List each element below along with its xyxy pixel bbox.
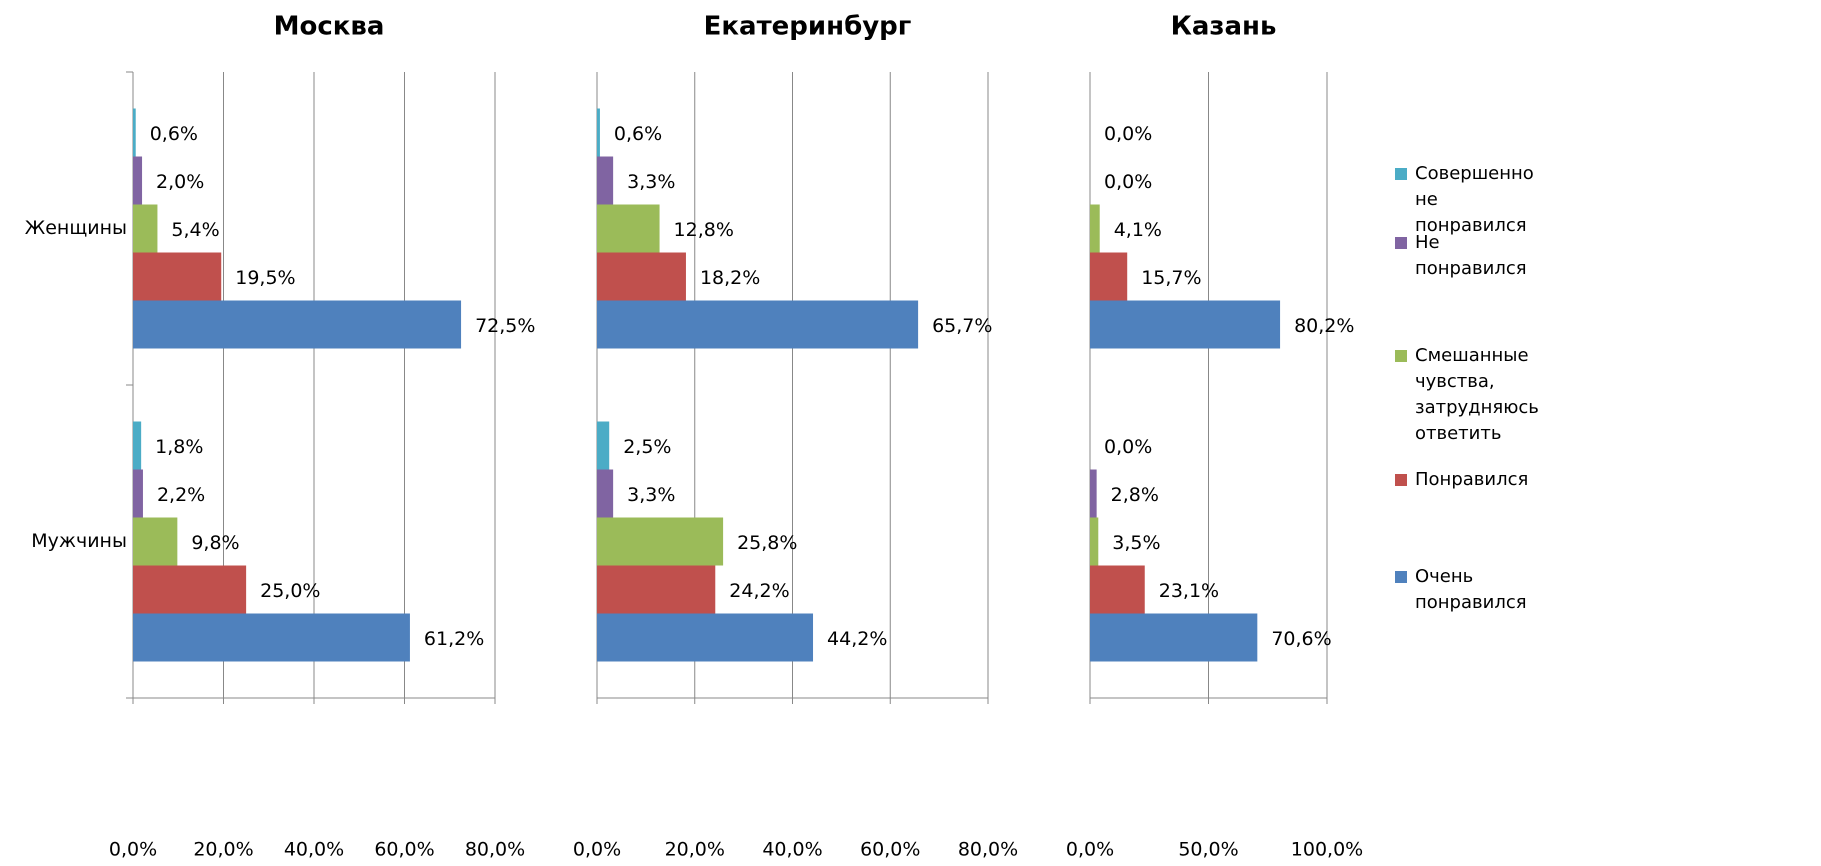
- data-label: 0,6%: [150, 123, 198, 145]
- legend-label: Смешанные чувства, затрудняюсь ответить: [1415, 345, 1539, 444]
- bar: [597, 469, 614, 518]
- bar: [597, 517, 724, 566]
- bar: [597, 156, 614, 205]
- data-label: 23,1%: [1159, 580, 1219, 602]
- legend-entry: Смешанные чувства, затрудняюсь ответить: [1395, 343, 1555, 447]
- bar: [133, 300, 462, 349]
- data-label: 3,3%: [627, 171, 675, 193]
- data-label: 24,2%: [729, 580, 789, 602]
- x-tick-label: 0,0%: [109, 839, 157, 861]
- data-label: 44,2%: [827, 628, 887, 650]
- x-tick-label: 20,0%: [665, 839, 725, 861]
- x-tick-label: 40,0%: [284, 839, 344, 861]
- legend-label: Понравился: [1415, 469, 1529, 490]
- bar: [597, 204, 660, 253]
- legend-swatch: [1395, 168, 1407, 180]
- bar: [597, 565, 716, 614]
- data-label: 80,2%: [1294, 315, 1354, 337]
- bar: [133, 108, 136, 157]
- data-label: 61,2%: [424, 628, 484, 650]
- data-label: 2,0%: [156, 171, 204, 193]
- bar: [133, 469, 143, 518]
- bar: [133, 613, 410, 662]
- legend-swatch: [1395, 350, 1407, 362]
- legend-label: Не понравился: [1415, 232, 1527, 279]
- bar: [1090, 204, 1100, 253]
- data-label: 2,5%: [623, 436, 671, 458]
- chart-title: Екатеринбург: [704, 12, 912, 42]
- data-label: 18,2%: [700, 267, 760, 289]
- legend-entry: Очень понравился: [1395, 564, 1555, 616]
- data-label: 25,8%: [737, 532, 797, 554]
- legend-entry: Не понравился: [1395, 230, 1555, 282]
- x-tick-label: 50,0%: [1178, 839, 1238, 861]
- data-label: 70,6%: [1271, 628, 1331, 650]
- data-label: 25,0%: [260, 580, 320, 602]
- legend-label: Совершенно не понравился: [1415, 163, 1534, 236]
- y-tick-label: Мужчины: [31, 530, 127, 552]
- data-label: 2,8%: [1111, 484, 1159, 506]
- x-tick-label: 20,0%: [193, 839, 253, 861]
- data-label: 4,1%: [1114, 219, 1162, 241]
- bar: [597, 421, 610, 470]
- data-label: 15,7%: [1141, 267, 1201, 289]
- data-label: 3,5%: [1112, 532, 1160, 554]
- data-label: 3,3%: [627, 484, 675, 506]
- data-label: 1,8%: [155, 436, 203, 458]
- x-tick-label: 100,0%: [1291, 839, 1363, 861]
- legend-entry: Совершенно не понравился: [1395, 161, 1555, 239]
- data-label: 19,5%: [235, 267, 295, 289]
- bar: [133, 517, 178, 566]
- bar: [1090, 517, 1099, 566]
- bar: [597, 300, 919, 349]
- x-tick-label: 0,0%: [573, 839, 621, 861]
- bar: [597, 613, 814, 662]
- bar: [133, 421, 142, 470]
- x-tick-label: 40,0%: [762, 839, 822, 861]
- data-label: 0,6%: [614, 123, 662, 145]
- data-label: 5,4%: [171, 219, 219, 241]
- data-label: 0,0%: [1104, 171, 1152, 193]
- x-tick-label: 60,0%: [374, 839, 434, 861]
- x-tick-label: 80,0%: [958, 839, 1018, 861]
- bar: [133, 565, 247, 614]
- data-label: 65,7%: [932, 315, 992, 337]
- data-label: 2,2%: [157, 484, 205, 506]
- x-tick-label: 0,0%: [1066, 839, 1114, 861]
- legend-label: Очень понравился: [1415, 566, 1527, 613]
- legend-swatch: [1395, 571, 1407, 583]
- legend-swatch: [1395, 237, 1407, 249]
- bar: [1090, 613, 1258, 662]
- data-label: 72,5%: [475, 315, 535, 337]
- bar: [133, 156, 143, 205]
- data-label: 12,8%: [674, 219, 734, 241]
- x-tick-label: 60,0%: [860, 839, 920, 861]
- bar: [133, 252, 222, 301]
- bar: [1090, 252, 1128, 301]
- bar: [1090, 469, 1097, 518]
- y-tick-label: Женщины: [25, 217, 127, 239]
- bar: [133, 204, 158, 253]
- x-tick-label: 80,0%: [465, 839, 525, 861]
- bar: [1090, 565, 1145, 614]
- legend-entry: Понравился: [1395, 467, 1555, 493]
- legend-swatch: [1395, 474, 1407, 486]
- data-label: 0,0%: [1104, 123, 1152, 145]
- chart-title: Казань: [1171, 12, 1277, 42]
- chart-title: Москва: [274, 12, 385, 42]
- data-label: 9,8%: [191, 532, 239, 554]
- bar: [1090, 300, 1281, 349]
- bar: [597, 252, 686, 301]
- bar: [597, 108, 600, 157]
- data-label: 0,0%: [1104, 436, 1152, 458]
